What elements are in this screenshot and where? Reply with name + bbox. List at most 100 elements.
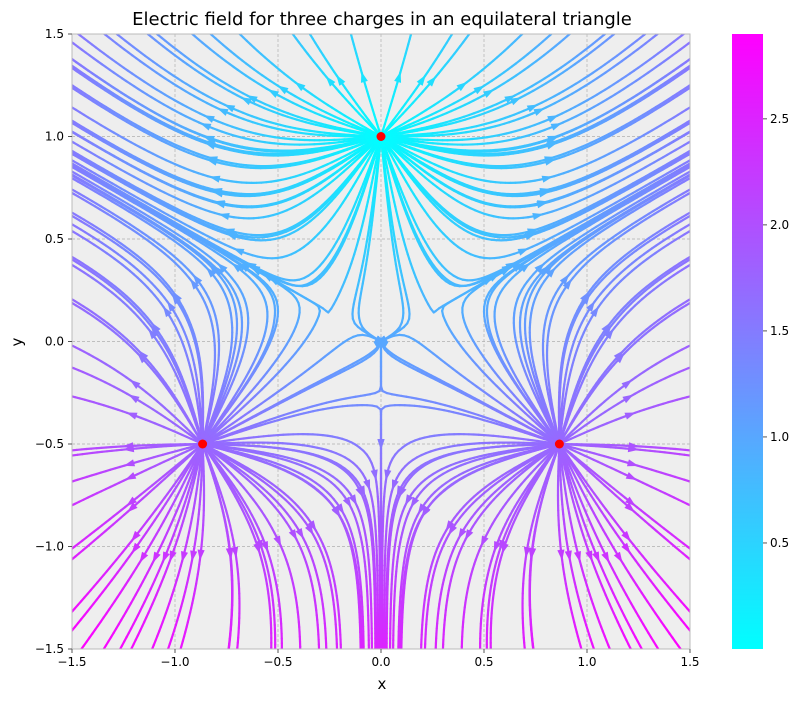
streamline-segment — [68, 612, 71, 616]
streamline-segment — [65, 119, 69, 122]
streamline-segment — [67, 117, 71, 120]
streamline-segment — [147, 659, 148, 661]
streamline-segment — [63, 126, 67, 129]
streamline-segment — [65, 147, 69, 149]
streamline-segment — [65, 163, 69, 165]
streamline-segment — [60, 51, 64, 54]
streamline-segment — [64, 563, 68, 566]
streamline-segment — [61, 169, 63, 170]
streamline-segment — [227, 654, 228, 659]
streamline-segment — [60, 80, 64, 83]
streamline-segment — [66, 186, 70, 188]
streamline-segment — [64, 80, 68, 83]
streamline-segment — [114, 659, 115, 661]
streamline-segment — [61, 187, 65, 189]
streamline-segment — [228, 649, 229, 654]
streamline-segment — [227, 654, 228, 659]
streamline-segment — [110, 29, 114, 32]
streamline-segment — [60, 51, 64, 54]
streamline-segment — [102, 22, 106, 25]
streamline-segment — [66, 296, 70, 298]
streamline-segment — [61, 147, 65, 149]
streamline-segment — [61, 297, 63, 298]
streamline-segment — [60, 159, 62, 160]
chart-title: Electric field for three charges in an e… — [132, 9, 632, 30]
streamline-segment — [61, 161, 65, 163]
streamline-segment — [64, 83, 68, 86]
streamline-segment — [61, 210, 63, 211]
streamline-segment — [60, 566, 64, 569]
streamline-segment — [61, 116, 65, 119]
streamline-segment — [106, 25, 110, 28]
streamline-segment — [60, 125, 62, 126]
streamline-segment — [65, 395, 70, 396]
streamline-segment — [97, 658, 98, 660]
streamline-segment — [61, 147, 65, 149]
streamline-segment — [64, 211, 68, 213]
streamline-segment — [65, 227, 69, 229]
streamline-segment — [65, 365, 70, 367]
streamline-segment — [63, 102, 67, 105]
streamline-segment — [62, 251, 66, 253]
streamline-segment — [101, 650, 104, 654]
streamline-segment — [66, 635, 69, 639]
streamline-segment — [68, 56, 72, 59]
streamline-segment — [62, 160, 66, 162]
streamline-segment — [61, 168, 65, 170]
streamline-segment — [67, 128, 71, 131]
streamline-segment — [63, 207, 67, 209]
streamline-segment — [68, 214, 72, 216]
streamline-segment — [148, 654, 150, 659]
streamline-segment — [64, 54, 68, 57]
streamline-segment — [61, 259, 63, 260]
streamline-segment — [60, 144, 64, 146]
streamline-segment — [67, 210, 71, 212]
streamline-segment — [61, 508, 65, 510]
streamline-segment — [97, 28, 101, 31]
streamline-segment — [60, 363, 65, 365]
streamline-segment — [63, 483, 68, 484]
streamline-segment — [61, 165, 63, 166]
streamline-segment — [65, 171, 69, 173]
streamline-segment — [64, 255, 68, 257]
streamline-segment — [60, 224, 64, 226]
streamline-segment — [69, 631, 72, 635]
streamline-segment — [98, 654, 101, 658]
streamline-segment — [62, 620, 65, 624]
streamline-segment — [67, 300, 71, 302]
streamline-segment — [61, 125, 63, 126]
streamline-segment — [67, 262, 71, 265]
streamline-segment — [63, 260, 67, 262]
streamline-segment — [65, 23, 69, 26]
streamline-segment — [60, 77, 64, 80]
streamline-segment — [62, 253, 64, 254]
streamline-segment — [93, 25, 97, 28]
streamline-segment — [66, 506, 70, 508]
streamline-segment — [64, 63, 68, 66]
streamline-segment — [61, 206, 63, 207]
streamline-segment — [63, 298, 67, 300]
streamline-segment — [65, 174, 69, 176]
streamline-segment — [61, 394, 66, 395]
streamline-segment — [61, 158, 63, 159]
streamline-segment — [64, 53, 68, 56]
streamline-segment — [115, 655, 117, 659]
streamline-segment — [180, 646, 181, 651]
streamline-segment — [150, 650, 152, 655]
streamline-segment — [61, 159, 65, 161]
streamline-segment — [63, 456, 68, 457]
streamline-segment — [61, 484, 63, 485]
streamline-segment — [62, 184, 66, 186]
streamline-segment — [68, 169, 72, 171]
streamline-segment — [126, 657, 127, 659]
streamline-segment — [69, 26, 73, 29]
streamline-segment — [62, 294, 66, 296]
streamline-segment — [63, 167, 67, 169]
streamline-segment — [70, 396, 75, 397]
streamline-segment — [60, 292, 62, 293]
streamline-segment — [236, 652, 237, 657]
streamline-segment — [67, 343, 71, 345]
streamline-segment — [64, 220, 68, 222]
streamline-segment — [61, 101, 63, 102]
streamline-segment — [61, 556, 63, 557]
